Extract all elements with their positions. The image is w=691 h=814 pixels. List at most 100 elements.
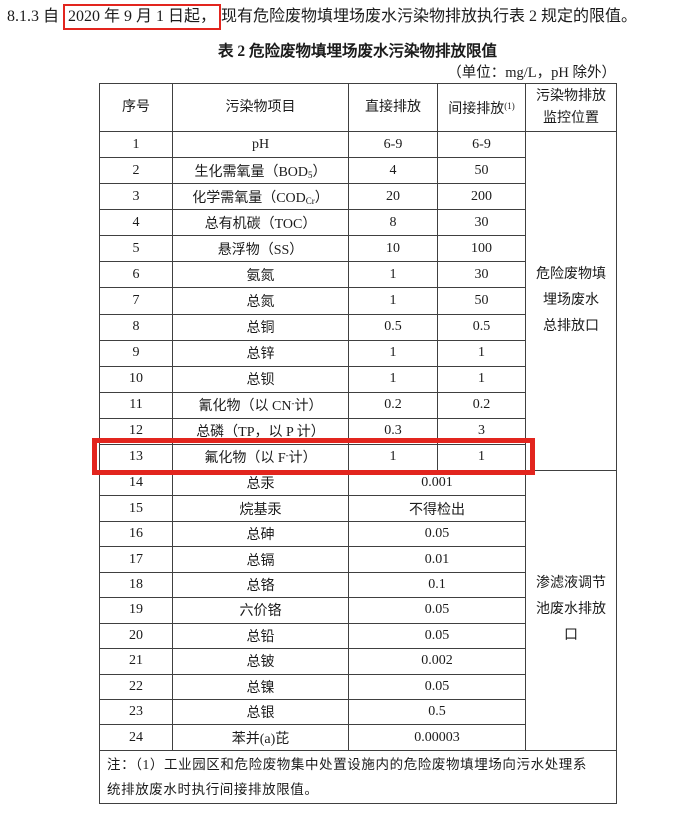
table-header-row: 序号 污染物项目 直接排放 间接排放(1) 污染物排放 监控位置 bbox=[99, 83, 617, 132]
pollutant-name-cell: 总氮 bbox=[172, 287, 349, 315]
pollutant-name-cell: 总铍 bbox=[172, 648, 349, 675]
direct-limit-cell: 8 bbox=[348, 209, 438, 237]
note-row: 注：（1）工业园区和危险废物集中处置设施内的危险废物填埋场向污水处理系 统排放废… bbox=[99, 749, 617, 804]
highlighted-date: 2020 年 9 月 1 日起， bbox=[68, 8, 217, 25]
row-number-cell: 19 bbox=[99, 597, 173, 624]
merged-limit-value-cell: 0.05 bbox=[348, 520, 526, 548]
merged-limit-value-cell: 0.05 bbox=[348, 597, 526, 624]
header-indirect: 间接排放(1) bbox=[437, 83, 526, 132]
table-row: 23 总银 0.5 bbox=[99, 698, 617, 726]
monitor-location-cell: 渗滤液调节 池废水排放 口 bbox=[525, 470, 617, 751]
row-number-cell: 5 bbox=[99, 235, 173, 263]
table-row: 22 总镍 0.05 bbox=[99, 673, 617, 700]
monitor-location-cell: 危险废物填 埋场废水 总排放口 bbox=[525, 130, 617, 472]
pollutant-name-cell: 化学需氧量（CODCr） bbox=[172, 183, 349, 211]
pollutant-name-cell: 总铬 bbox=[172, 571, 349, 599]
pollutant-name-cell: 总有机碳（TOC） bbox=[172, 209, 349, 237]
merged-limit-value-cell: 0.002 bbox=[348, 648, 526, 675]
pollutant-name-cell: 总汞 bbox=[172, 470, 349, 497]
direct-limit-cell: 0.3 bbox=[348, 417, 438, 445]
indirect-limit-cell: 30 bbox=[437, 261, 526, 289]
row-number-cell: 11 bbox=[99, 391, 173, 419]
table-row: 16 总砷 0.05 bbox=[99, 520, 617, 548]
row-number-cell: 20 bbox=[99, 622, 173, 650]
direct-limit-cell: 20 bbox=[348, 183, 438, 211]
pollutant-name-cell: 苯并(a)芘 bbox=[172, 724, 349, 751]
direct-limit-cell: 1 bbox=[348, 339, 438, 367]
pollutant-name-cell: 总银 bbox=[172, 698, 349, 726]
table-title: 表 2 危险废物填埋场废水污染物排放限值 bbox=[217, 43, 497, 60]
pollutant-name-cell: 氟化物（以 F-计） bbox=[172, 443, 349, 472]
row-number-cell: 15 bbox=[99, 495, 173, 522]
indirect-limit-cell: 0.5 bbox=[437, 313, 526, 341]
direct-limit-cell: 4 bbox=[348, 157, 438, 185]
merged-limit-value-cell: 0.05 bbox=[348, 673, 526, 700]
table-row: 8 总铜 0.5 0.5 bbox=[99, 313, 617, 341]
table-row: 19 六价铬 0.05 bbox=[99, 597, 617, 624]
pollutant-name-cell: 总铅 bbox=[172, 622, 349, 650]
indirect-limit-cell: 50 bbox=[437, 157, 526, 185]
indirect-limit-cell: 200 bbox=[437, 183, 526, 211]
row-number-cell: 12 bbox=[99, 417, 173, 445]
row-number-cell: 22 bbox=[99, 673, 173, 700]
merged-limit-value-cell: 0.001 bbox=[348, 470, 526, 497]
pollutant-name-cell: 总铜 bbox=[172, 313, 349, 341]
indirect-limit-cell: 100 bbox=[437, 235, 526, 263]
pollutant-name-cell: 总锌 bbox=[172, 339, 349, 367]
direct-limit-cell: 1 bbox=[348, 365, 438, 393]
row-number-cell: 24 bbox=[99, 724, 173, 751]
indirect-limit-cell: 6-9 bbox=[437, 130, 526, 159]
row-number-cell: 3 bbox=[99, 183, 173, 211]
header-direct: 直接排放 bbox=[348, 83, 438, 132]
table-row: 6 氨氮 1 30 bbox=[99, 261, 617, 289]
table-row: 9 总锌 1 1 bbox=[99, 339, 617, 367]
indirect-footnote-marker: (1) bbox=[504, 100, 515, 111]
pollutant-name-cell: 氰化物（以 CN-计） bbox=[172, 391, 349, 419]
row-number-cell: 6 bbox=[99, 261, 173, 289]
pollutant-name-cell: 总镉 bbox=[172, 546, 349, 573]
pollutant-name-cell: 生化需氧量（BOD5） bbox=[172, 157, 349, 185]
row-number-cell: 16 bbox=[99, 520, 173, 548]
pollutant-name-cell: 总砷 bbox=[172, 520, 349, 548]
table-row: 21 总铍 0.002 bbox=[99, 648, 617, 675]
merged-limit-value-cell: 0.00003 bbox=[348, 724, 526, 751]
table-row: 5 悬浮物（SS） 10 100 bbox=[99, 235, 617, 263]
table-row: 1 pH 6-9 6-9 危险废物填 埋场废水 总排放口 bbox=[99, 130, 617, 472]
table-note: 注：（1）工业园区和危险废物集中处置设施内的危险废物填埋场向污水处理系 统排放废… bbox=[99, 749, 617, 804]
row-number-cell: 8 bbox=[99, 313, 173, 341]
table-row: 24 苯并(a)芘 0.00003 bbox=[99, 724, 617, 751]
direct-limit-cell: 0.5 bbox=[348, 313, 438, 341]
indirect-limit-cell: 0.2 bbox=[437, 391, 526, 419]
row-number-cell: 1 bbox=[99, 130, 173, 159]
merged-limit-value-cell: 0.1 bbox=[348, 571, 526, 599]
header-monitor-location: 污染物排放 监控位置 bbox=[525, 83, 617, 132]
pollutant-name-cell: 总镍 bbox=[172, 673, 349, 700]
table-row: 7 总氮 1 50 bbox=[99, 287, 617, 315]
header-no: 序号 bbox=[99, 83, 173, 132]
clause-suffix: 现有危险废物填埋场废水污染物排放执行表 2 规定的限值。 bbox=[221, 8, 638, 25]
row-number-cell: 17 bbox=[99, 546, 173, 573]
indirect-limit-cell: 50 bbox=[437, 287, 526, 315]
table-row: 17 总镉 0.01 bbox=[99, 546, 617, 573]
emission-limits-table: 序号 污染物项目 直接排放 间接排放(1) 污染物排放 监控位置 1 pH 6-9 6… bbox=[99, 83, 617, 804]
merged-limit-value-cell: 不得检出 bbox=[348, 495, 526, 522]
pollutant-name-cell: 六价铬 bbox=[172, 597, 349, 624]
table-body: 1 pH 6-9 6-9 危险废物填 埋场废水 总排放口 2 生化需氧量（BOD5） 4 50 3… bbox=[99, 130, 617, 751]
merged-limit-value-cell: 0.5 bbox=[348, 698, 526, 726]
row-number-cell: 7 bbox=[99, 287, 173, 315]
direct-limit-cell: 10 bbox=[348, 235, 438, 263]
merged-limit-value-cell: 0.01 bbox=[348, 546, 526, 573]
table-row: 11 氰化物（以 CN-计） 0.2 0.2 bbox=[99, 391, 617, 419]
table-row: 14 总汞 0.001 渗滤液调节 池废水排放 口 bbox=[99, 470, 617, 751]
row-number-cell: 13 bbox=[99, 443, 173, 472]
direct-limit-cell: 6-9 bbox=[348, 130, 438, 159]
row-number-cell: 2 bbox=[99, 157, 173, 185]
pollutant-name-cell: 总钡 bbox=[172, 365, 349, 393]
clause-paragraph: 8.1.3 自 2020 年 9 月 1 日起， 现有危险废物填埋场废水污染物排放… bbox=[7, 3, 637, 30]
row-number-cell: 21 bbox=[99, 648, 173, 675]
indirect-limit-cell: 30 bbox=[437, 209, 526, 237]
row-number-cell: 18 bbox=[99, 571, 173, 599]
indirect-limit-cell: 1 bbox=[437, 443, 526, 472]
table-row: 13 氟化物（以 F-计） 1 1 bbox=[99, 443, 617, 472]
clause-prefix: 8.1.3 自 bbox=[7, 8, 64, 25]
